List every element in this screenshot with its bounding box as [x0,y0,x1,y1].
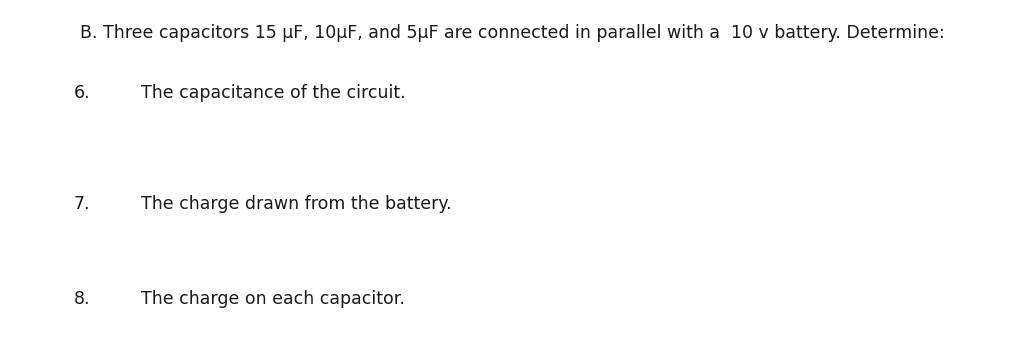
Text: B. Three capacitors 15 μF, 10μF, and 5μF are connected in parallel with a  10 v : B. Three capacitors 15 μF, 10μF, and 5μF… [80,24,944,43]
Text: The charge on each capacitor.: The charge on each capacitor. [141,290,404,308]
Text: 7.: 7. [74,195,90,214]
Text: The charge drawn from the battery.: The charge drawn from the battery. [141,195,451,214]
Text: The capacitance of the circuit.: The capacitance of the circuit. [141,84,405,102]
Text: 8.: 8. [74,290,90,308]
Text: 6.: 6. [74,84,90,102]
